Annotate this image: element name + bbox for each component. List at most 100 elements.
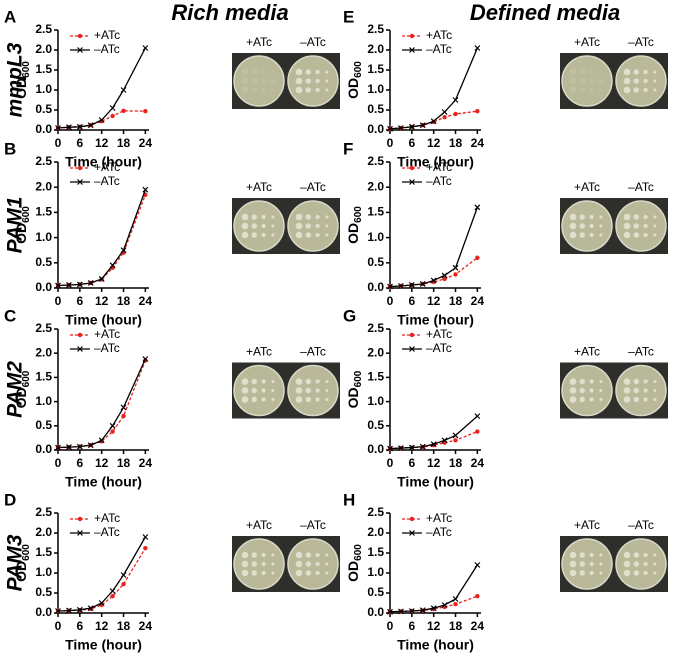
colony-spot (589, 232, 594, 238)
y-tick-label: 0.0 (367, 442, 384, 456)
y-label-sub: 600 (353, 61, 364, 78)
colony-spot (271, 380, 275, 383)
legend-label: +ATc (94, 160, 120, 174)
point (120, 87, 127, 93)
colony-spot (271, 79, 275, 83)
x-tick-label: 0 (387, 294, 394, 308)
colony-spot (633, 561, 639, 567)
x-axis-label: Time (hour) (397, 154, 474, 170)
point (441, 109, 448, 115)
legend-label: +ATc (94, 28, 120, 42)
colony-spot (271, 562, 275, 566)
x-tick-label: 0 (387, 619, 394, 633)
point (65, 607, 72, 614)
y-tick-label: 0.0 (367, 605, 384, 619)
colony-spot (599, 380, 603, 383)
y-tick-label: 2.5 (35, 321, 52, 335)
point (55, 608, 61, 614)
point (474, 562, 481, 568)
colony-spot (261, 223, 266, 229)
colony-spot (633, 78, 639, 84)
x-axis-label: Time (hour) (65, 312, 142, 328)
colony-spot (271, 224, 275, 228)
y-tick-label: 1.0 (367, 565, 384, 579)
series-line (57, 358, 146, 449)
colony-spot (241, 560, 249, 568)
colony-spot (271, 70, 275, 74)
y-label-main: OD (345, 561, 361, 582)
colony-spot (643, 379, 648, 384)
colony-spot (653, 224, 657, 228)
colony-spot (325, 88, 329, 92)
colony-spot (271, 233, 275, 237)
plate-label: –ATc (300, 180, 326, 194)
colony-spot (251, 214, 257, 220)
colony-spot (305, 561, 311, 567)
legend-marker (409, 165, 415, 171)
plate-label: –ATc (300, 35, 326, 49)
point (76, 123, 83, 130)
point (121, 413, 126, 419)
y-label-sub: 600 (21, 370, 32, 387)
plate (287, 200, 339, 252)
colony-spot (325, 224, 329, 228)
colony-spot (589, 87, 594, 93)
y-axis-label: OD600 (13, 61, 32, 99)
colony-spot (569, 213, 577, 221)
plate (561, 538, 613, 590)
plate-label: +ATc (246, 518, 272, 532)
y-tick-label: 1.0 (367, 230, 384, 244)
y-label-main: OD (13, 387, 29, 408)
y-tick-label: 1.0 (367, 394, 384, 408)
y-tick-label: 0.0 (35, 442, 52, 456)
colony-spot (251, 570, 257, 576)
point (397, 445, 404, 451)
colony-spot (251, 78, 257, 84)
x-tick-label: 6 (408, 619, 415, 633)
colony-spot (315, 87, 320, 93)
y-tick-label: 2.0 (35, 525, 52, 539)
colony-spot (633, 232, 639, 238)
y-tick-label: 1.5 (367, 62, 384, 76)
colony-spot (579, 232, 585, 238)
x-tick-label: 18 (117, 619, 131, 633)
y-label-main: OD (13, 561, 29, 582)
y-tick-label: 2.0 (35, 42, 52, 56)
y-tick-label: 2.0 (367, 42, 384, 56)
y-tick-label: 2.5 (367, 154, 384, 168)
x-tick-label: 0 (387, 136, 394, 150)
point (121, 582, 126, 587)
legend-marker (409, 530, 415, 536)
colony-spot (643, 388, 648, 393)
y-tick-label: 0.5 (367, 585, 384, 599)
point (397, 125, 404, 131)
colony-spot (633, 570, 639, 576)
x-tick-label: 12 (95, 619, 109, 633)
legend-label: –ATc (426, 525, 452, 539)
y-tick-label: 0.5 (367, 418, 384, 432)
panel-letter: D (4, 490, 16, 509)
panel-letter: F (343, 139, 353, 158)
point (110, 594, 115, 599)
colony-spot (633, 552, 639, 558)
point (474, 413, 481, 420)
x-tick-label: 12 (95, 294, 109, 308)
colony-spot (295, 378, 303, 385)
point (76, 281, 83, 288)
legend-marker (409, 47, 415, 53)
y-tick-label: 1.0 (367, 82, 384, 96)
colony-spot (589, 561, 594, 567)
legend-label: +ATc (426, 327, 452, 341)
point (55, 282, 61, 289)
colony-spot (599, 79, 603, 83)
plate-label: –ATc (300, 345, 326, 359)
point (143, 109, 148, 114)
colony-spot (579, 570, 585, 576)
point (408, 608, 415, 614)
x-tick-label: 18 (449, 456, 463, 470)
colony-spot (325, 79, 329, 83)
colony-spot (315, 69, 320, 75)
colony-spot (653, 553, 657, 557)
colony-spot (579, 87, 585, 93)
